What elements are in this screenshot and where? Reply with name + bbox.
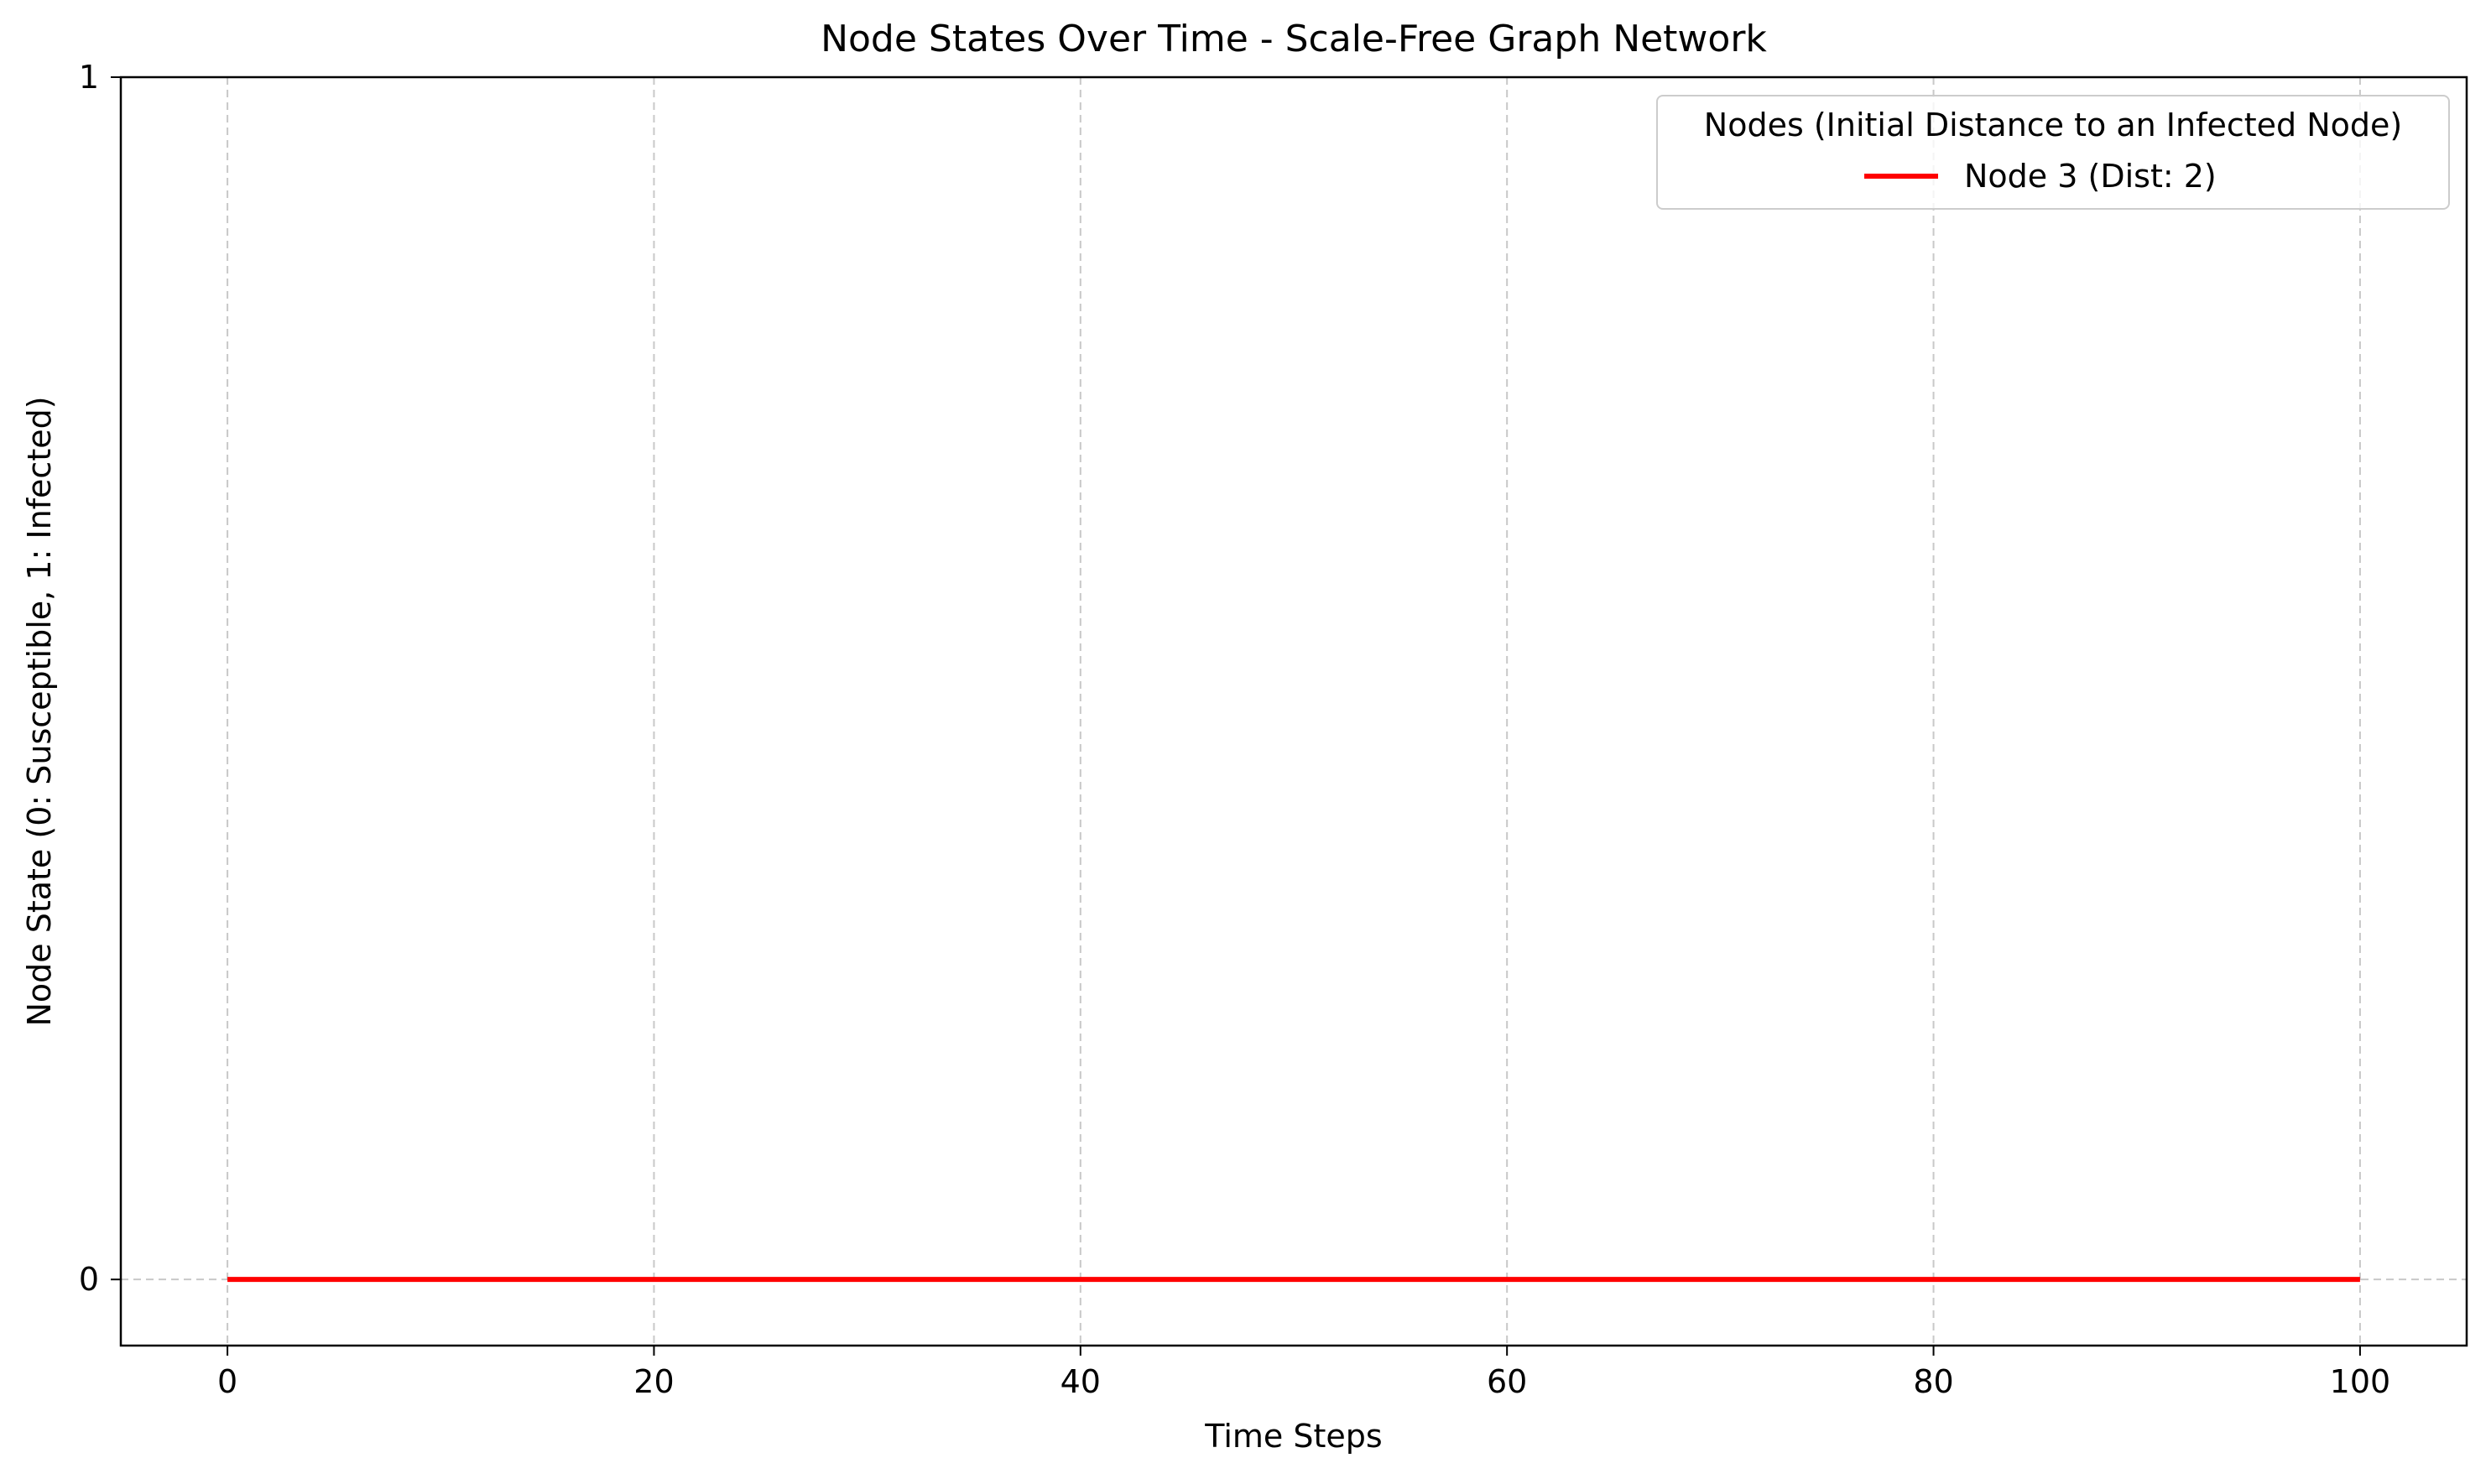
legend-entry-node-3: Node 3 (Dist: 2): [1964, 158, 2217, 195]
legend: Nodes (Initial Distance to an Infected N…: [1656, 95, 2450, 210]
legend-box: [1656, 95, 2450, 210]
y-axis-ticks: 01: [79, 59, 121, 1298]
x-tick-label: 20: [633, 1363, 674, 1400]
x-tick-label: 0: [217, 1363, 237, 1400]
y-tick-label: 1: [79, 59, 99, 96]
y-tick-label: 0: [79, 1261, 99, 1298]
plot-area-frame: [119, 76, 2468, 1347]
x-axis-label: Time Steps: [1204, 1418, 1382, 1455]
x-tick-label: 40: [1060, 1363, 1101, 1400]
x-tick-label: 80: [1913, 1363, 1953, 1400]
y-axis-label: Node State (0: Susceptible, 1: Infected): [21, 396, 58, 1026]
x-axis-ticks: 0 20 40 60 80 100: [217, 1346, 2390, 1400]
x-tick-label: 100: [2330, 1363, 2391, 1400]
x-tick-label: 60: [1487, 1363, 1527, 1400]
legend-title: Nodes (Initial Distance to an Infected N…: [1704, 107, 2402, 143]
chart-title: Node States Over Time - Scale-Free Graph…: [821, 18, 1767, 60]
